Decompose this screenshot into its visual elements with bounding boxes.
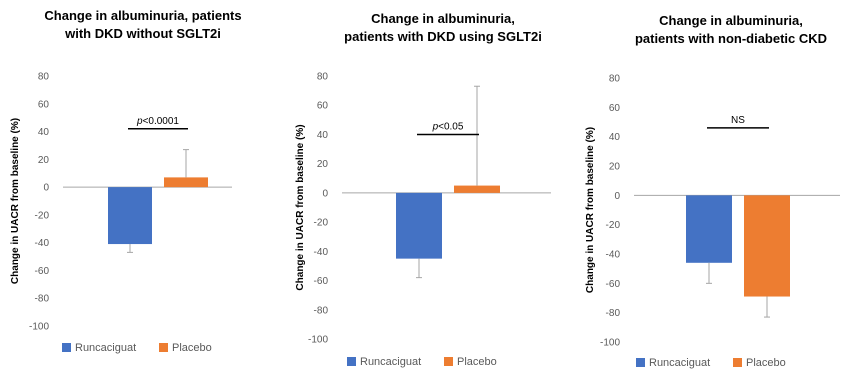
y-tick-label: 60 [609, 103, 621, 114]
legend-swatch-runcaciguat [62, 343, 71, 352]
chart-panel-3: Change in albuminuria, patients with non-… [585, 13, 840, 369]
y-tick-label: 60 [317, 101, 329, 112]
legend-label-placebo: Placebo [457, 356, 497, 368]
y-axis-label: Change in UACR from baseline (%) [10, 118, 21, 284]
y-tick-label: -100 [600, 338, 620, 349]
y-tick-label: 0 [614, 191, 620, 202]
chart-title-line: Change in albuminuria, [371, 11, 515, 26]
y-tick-label: 0 [322, 188, 328, 199]
y-tick-label: 0 [43, 183, 49, 194]
chart-title-line: Change in albuminuria, [659, 13, 803, 28]
y-tick-label: 20 [38, 155, 50, 166]
y-tick-label: 80 [317, 72, 329, 83]
y-tick-label: -60 [606, 279, 621, 290]
y-tick-label: -40 [314, 247, 329, 258]
y-tick-label: 40 [38, 127, 50, 138]
y-tick-label: -80 [35, 294, 50, 305]
p-value: <0.0001 [143, 116, 180, 127]
bar-placebo [744, 195, 790, 297]
y-axis-label: Change in UACR from baseline (%) [295, 124, 306, 290]
y-tick-label: -20 [35, 210, 50, 221]
legend: Runcaciguat Placebo [62, 342, 212, 354]
bar-placebo [454, 185, 500, 193]
legend: Runcaciguat Placebo [636, 357, 786, 369]
legend-swatch-placebo [159, 343, 168, 352]
bar-runcaciguat [108, 187, 152, 245]
chart-title-line: patients with non-diabetic CKD [635, 31, 827, 46]
bar-placebo [164, 177, 208, 188]
y-tick-label: -80 [314, 305, 329, 316]
y-tick-label: 20 [609, 162, 621, 173]
legend-swatch-placebo [444, 357, 453, 366]
significance-label: p<0.05 [432, 121, 464, 132]
y-tick-label: 40 [317, 130, 329, 141]
chart-title-line: Change in albuminuria, patients [44, 8, 241, 23]
y-tick-label: -40 [35, 238, 50, 249]
y-axis-label: Change in UACR from baseline (%) [585, 127, 596, 293]
p-symbol: p [136, 116, 143, 127]
p-value: <0.05 [438, 121, 464, 132]
bar-runcaciguat [686, 195, 732, 263]
y-tick-label: 20 [317, 159, 329, 170]
y-tick-label: 40 [609, 132, 621, 143]
legend-label-runcaciguat: Runcaciguat [649, 357, 710, 369]
significance-label: p<0.0001 [136, 116, 179, 127]
bar-runcaciguat [396, 192, 442, 259]
chart-panel-1: Change in albuminuria, patients with DKD … [10, 8, 242, 354]
y-tick-label: -40 [606, 250, 621, 261]
chart-title-line: with DKD without SGLT2i [64, 26, 221, 41]
legend: Runcaciguat Placebo [347, 356, 497, 368]
legend-swatch-runcaciguat [636, 358, 645, 367]
legend-label-runcaciguat: Runcaciguat [75, 342, 136, 354]
y-tick-label: -100 [29, 322, 49, 333]
y-tick-label: -20 [314, 218, 329, 229]
y-tick-label: 60 [38, 99, 50, 110]
y-tick-label: -60 [35, 266, 50, 277]
significance-label: NS [731, 115, 745, 126]
legend-swatch-placebo [733, 358, 742, 367]
chart-panel-2: Change in albuminuria, patients with DKD … [295, 11, 551, 368]
legend-swatch-runcaciguat [347, 357, 356, 366]
legend-label-placebo: Placebo [746, 357, 786, 369]
legend-label-placebo: Placebo [172, 342, 212, 354]
y-tick-label: -60 [314, 276, 329, 287]
legend-label-runcaciguat: Runcaciguat [360, 356, 421, 368]
y-tick-label: -100 [308, 335, 328, 346]
p-symbol: p [432, 121, 439, 132]
y-tick-label: 80 [38, 72, 50, 83]
y-tick-label: -20 [606, 220, 621, 231]
chart-title-line: patients with DKD using SGLT2i [344, 29, 542, 44]
y-tick-label: 80 [609, 74, 621, 85]
y-tick-label: -80 [606, 308, 621, 319]
